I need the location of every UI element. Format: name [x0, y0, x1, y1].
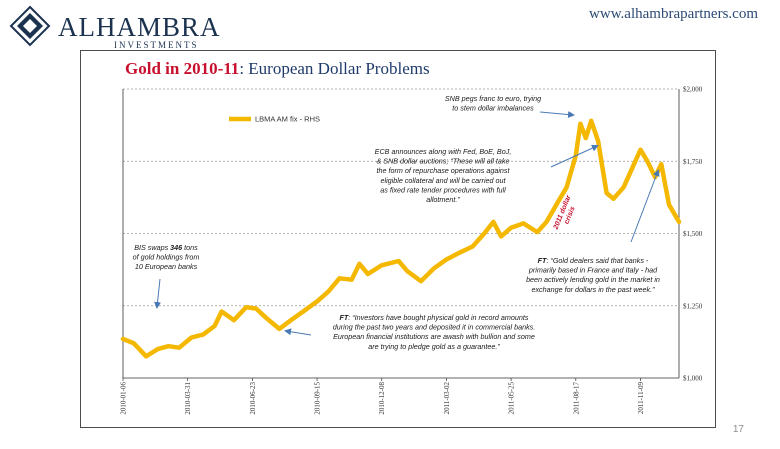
logo-name: ALHAMBRA — [58, 12, 221, 42]
chart-title: Gold in 2010-11: European Dollar Problem… — [125, 59, 430, 79]
annotation-ecb: ECB announces along with Fed, BoE, BoJ, &… — [375, 147, 512, 204]
arrow-ft-dealers — [630, 169, 660, 243]
logo-subtitle: INVESTMENTS — [114, 40, 199, 50]
arrow-ecb — [550, 144, 599, 168]
chart-title-part2: : European Dollar Problems — [239, 59, 430, 78]
chart-title-part1: Gold in 2010-11 — [125, 59, 240, 78]
series-line — [120, 118, 682, 359]
x-tick-label: 2011-08-17 — [572, 382, 580, 415]
website-url[interactable]: www.alhambrapartners.com — [589, 6, 758, 22]
annotation-snb: SNB pegs franc to euro, trying to stem do… — [445, 94, 541, 113]
x-tick-label: 2010-09-15 — [314, 382, 322, 415]
y-tick-label: $1,000 — [683, 375, 703, 383]
slide-number: 17 — [732, 424, 744, 435]
arrow-snb — [539, 111, 575, 119]
x-tick-label: 2010-06-23 — [249, 382, 257, 415]
x-tick-label: 2010-03-31 — [184, 382, 192, 415]
gold-price-chart: $1,000 $1,250 $1,500 $1,750 $2,000 2010-01-06… — [120, 86, 703, 415]
diamond-logo-icon — [9, 5, 51, 47]
crisis-label: 2011 dollarcrisis — [552, 193, 580, 234]
x-tick-label: 2010-12-08 — [378, 382, 386, 415]
annotation-bis: BIS swaps 346 tons of gold holdings from 1… — [133, 243, 200, 271]
legend-label: LBMA AM fix - RHS — [255, 115, 320, 124]
x-tick-label: 2011-05-25 — [508, 382, 516, 415]
y-tick-label: $1,500 — [683, 230, 703, 238]
x-tick-label: 2011-11-09 — [637, 382, 645, 415]
x-tick-label: 2010-01-06 — [120, 382, 128, 415]
alhambra-logo: ALHAMBRA INVESTMENTS — [8, 4, 223, 50]
y-tick-label: $1,750 — [683, 158, 703, 166]
x-tick-label: 2011-03-02 — [443, 382, 451, 415]
annotation-ft-dealers: FT: “Gold dealers said that banks -prima… — [526, 256, 660, 294]
arrow-ft-investors — [284, 328, 312, 336]
y-tick-label: $2,000 — [683, 86, 703, 94]
chart-panel: Gold in 2010-11: European Dollar Problem… — [80, 50, 716, 428]
arrow-bis — [154, 278, 162, 309]
annotation-ft-investors: FT: “Investors have bought physical gold… — [333, 313, 536, 351]
y-tick-label: $1,250 — [683, 302, 703, 310]
